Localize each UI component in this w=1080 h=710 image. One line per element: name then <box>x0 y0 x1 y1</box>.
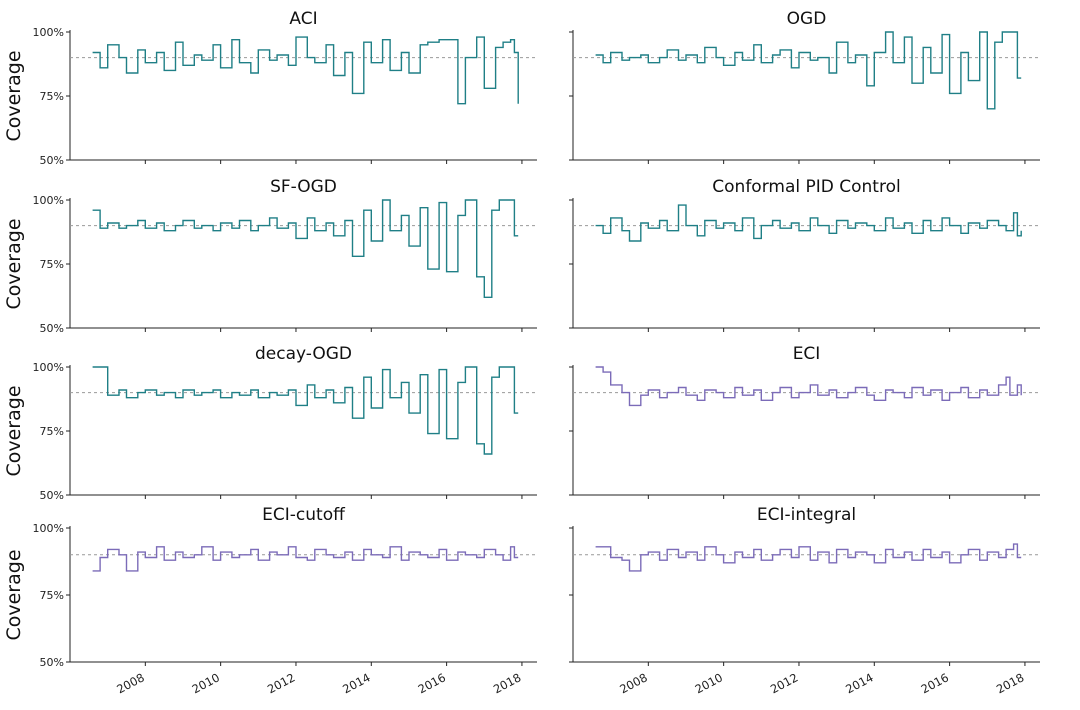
y-tick-label: 50% <box>40 154 64 167</box>
y-tick-label: 50% <box>40 322 64 335</box>
y-tick-label: 100% <box>33 194 64 207</box>
coverage-series-line <box>595 31 1022 110</box>
coverage-series-line <box>92 36 519 105</box>
panel-title: ECI <box>793 344 821 364</box>
x-tick-label: 2014 <box>843 670 875 696</box>
coverage-series-line <box>595 543 1022 572</box>
panel-title: ACI <box>289 9 317 29</box>
coverage-series-line <box>92 199 519 298</box>
coverage-series-line <box>92 546 519 572</box>
y-axis-label: Coverage <box>3 385 25 476</box>
x-tick-label: 2012 <box>768 670 800 696</box>
y-tick-label: 50% <box>40 656 64 669</box>
y-axis-label: Coverage <box>3 218 25 309</box>
y-tick-label: 75% <box>40 258 64 271</box>
coverage-series-line <box>92 366 519 455</box>
panel-title: ECI-cutoff <box>262 505 346 525</box>
y-axis-label: Coverage <box>3 549 25 640</box>
x-tick-label: 2014 <box>340 670 372 696</box>
y-tick-label: 100% <box>33 522 64 535</box>
y-axis-label: Coverage <box>3 50 25 141</box>
x-tick-label: 2016 <box>919 670 951 696</box>
y-tick-label: 75% <box>40 589 64 602</box>
x-tick-label: 2016 <box>416 670 448 696</box>
y-tick-label: 75% <box>40 425 64 438</box>
y-tick-label: 100% <box>33 361 64 374</box>
y-tick-label: 50% <box>40 489 64 502</box>
x-tick-label: 2008 <box>114 670 146 696</box>
x-tick-label: 2018 <box>491 670 523 696</box>
panel-title: SF-OGD <box>270 177 337 197</box>
x-tick-label: 2012 <box>265 670 297 696</box>
y-tick-label: 75% <box>40 90 64 103</box>
x-tick-label: 2008 <box>617 670 649 696</box>
panel-title: ECI-integral <box>757 505 856 525</box>
x-tick-label: 2010 <box>190 670 222 696</box>
x-tick-label: 2018 <box>994 670 1026 696</box>
coverage-series-line <box>595 366 1022 407</box>
y-tick-label: 100% <box>33 26 64 39</box>
panel-title: decay-OGD <box>255 344 352 364</box>
panel-title: Conformal PID Control <box>712 177 900 197</box>
x-tick-label: 2010 <box>693 670 725 696</box>
coverage-series-line <box>595 204 1022 242</box>
panel-title: OGD <box>787 9 827 29</box>
